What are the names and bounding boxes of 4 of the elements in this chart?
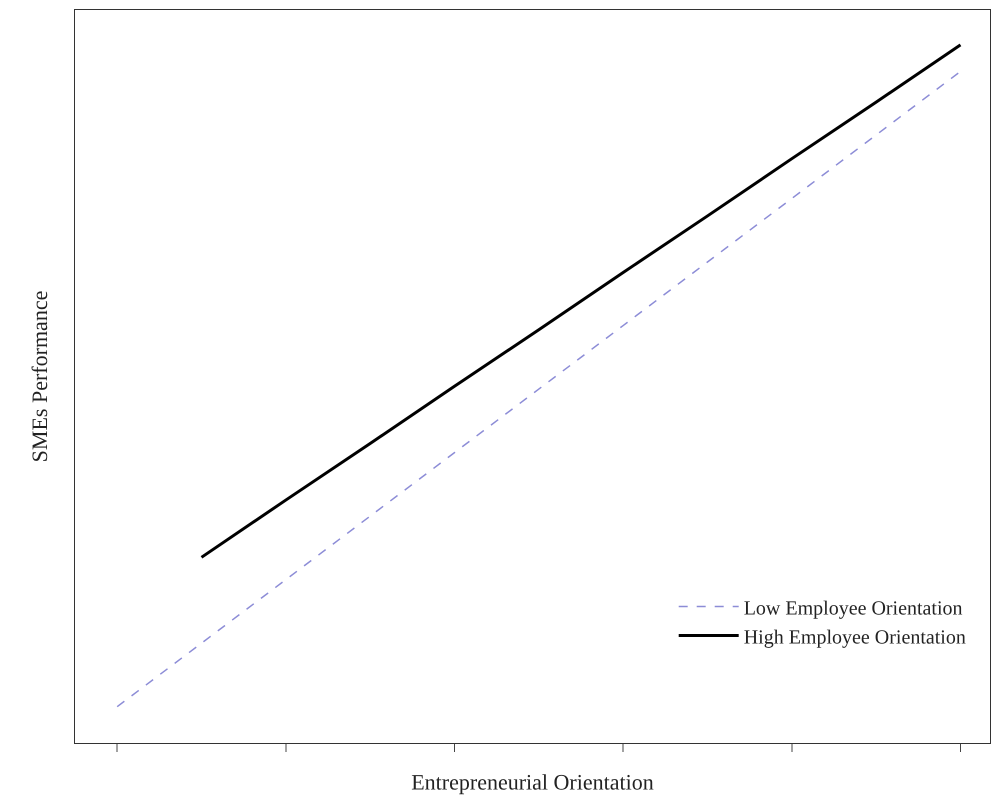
y-axis-title: SMEs Performance: [26, 290, 52, 462]
x-axis-title: Entrepreneurial Orientation: [411, 769, 654, 794]
legend-label: Low Employee Orientation: [744, 597, 963, 620]
legend-label: High Employee Orientation: [744, 626, 966, 648]
